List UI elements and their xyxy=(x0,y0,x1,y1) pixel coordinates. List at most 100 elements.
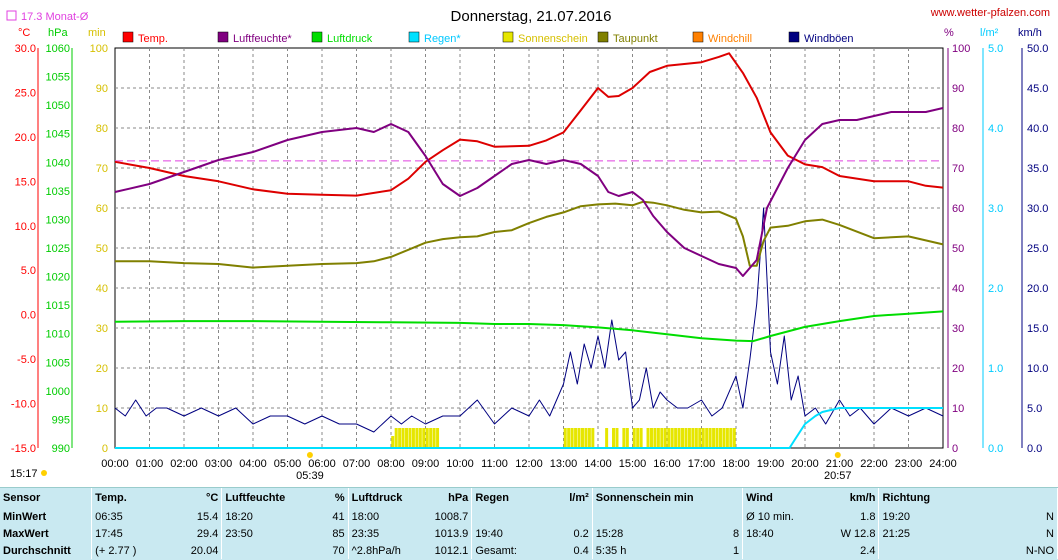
rain-tick: 1.0 xyxy=(988,363,1003,375)
x-tick: 04:00 xyxy=(239,458,267,470)
legend-label: Regen* xyxy=(424,33,461,45)
x-tick: 06:00 xyxy=(308,458,336,470)
humidity-tick: 30 xyxy=(952,323,964,335)
x-tick: 12:00 xyxy=(515,458,543,470)
sunshine-bar xyxy=(646,428,650,448)
rain-tick: 5.0 xyxy=(988,43,1003,55)
legend-label: Luftdruck xyxy=(327,33,373,45)
sunshine-bar xyxy=(587,428,591,448)
header-unit: % xyxy=(305,488,349,508)
sunshine-bar xyxy=(432,428,436,448)
cell-note xyxy=(743,542,821,559)
header-unit: °C xyxy=(164,488,223,508)
cell-value: 1012.1 xyxy=(421,542,473,559)
cell-value: N xyxy=(960,525,1058,542)
series-line-taupunkt xyxy=(115,200,944,269)
sunshine-bar xyxy=(391,436,395,448)
header-cell: Richtung xyxy=(882,492,931,504)
cell-note xyxy=(592,508,696,525)
sunshine-bar xyxy=(684,428,688,448)
sunset-time: 20:57 xyxy=(824,470,852,482)
current-time-marker xyxy=(41,470,47,476)
table-row: MinWert 06:35 15.4 18:20 41 18:00 1008.7 Ø 10 m… xyxy=(0,508,1058,525)
pressure-tick: 1020 xyxy=(46,272,70,284)
legend-swatch xyxy=(502,31,514,43)
legend-swatch xyxy=(597,31,609,43)
sun-tick: 20 xyxy=(96,363,108,375)
temp-tick: 20.0 xyxy=(15,132,36,144)
cell-note: 18:20 xyxy=(225,510,253,523)
sunshine-bar xyxy=(632,428,636,448)
sunshine-bar xyxy=(436,428,440,448)
temp-tick: -15.0 xyxy=(11,443,36,455)
sunshine-bar xyxy=(574,428,578,448)
humidity-tick: 10 xyxy=(952,403,964,415)
legend-swatch xyxy=(788,31,800,43)
legend-label: Temp. xyxy=(138,33,168,45)
sunshine-bar xyxy=(415,428,419,448)
header-unit xyxy=(696,488,744,508)
cell-note: 23:35 xyxy=(351,527,380,540)
pressure-tick: 1000 xyxy=(46,386,70,398)
cell-value: 29.4 xyxy=(164,525,223,542)
sunshine-bar xyxy=(663,428,667,448)
sun-tick: 10 xyxy=(96,403,108,415)
sunshine-bar xyxy=(677,428,681,448)
legend-label: Luftfeuchte* xyxy=(233,33,292,45)
sunshine-bar xyxy=(691,428,695,448)
sunset-marker xyxy=(834,452,841,458)
wind-tick: 20.0 xyxy=(1027,283,1048,295)
pressure-tick: 1010 xyxy=(46,329,70,341)
sunshine-bar xyxy=(674,428,678,448)
series-line-luftdruck xyxy=(114,310,944,343)
cell-note: 23:50 xyxy=(225,527,253,540)
sunshine-bar xyxy=(653,428,657,448)
x-tick: 11:00 xyxy=(481,458,508,470)
rain-tick: 4.0 xyxy=(988,123,1003,135)
sunshine-bar xyxy=(398,428,402,448)
cell-value: N-NO xyxy=(960,542,1058,559)
cell-note xyxy=(222,542,306,559)
sunshine-bar xyxy=(401,428,405,448)
sunshine-bar xyxy=(408,428,412,448)
legend-swatch xyxy=(311,31,323,43)
cell-value: 41 xyxy=(305,508,349,525)
pressure-tick: 1045 xyxy=(46,129,70,141)
header-unit: hPa xyxy=(421,488,473,508)
cell-value: W 12.8 xyxy=(820,525,880,542)
sunshine-bar xyxy=(660,428,664,448)
sunshine-bar xyxy=(722,428,726,448)
series-lines xyxy=(114,52,944,449)
sunshine-bar xyxy=(622,428,626,448)
sun-tick: 90 xyxy=(96,83,108,95)
temp-unit: °C xyxy=(18,27,30,39)
sunshine-bar xyxy=(612,428,616,448)
header-unit: l/m² xyxy=(544,488,593,508)
sunshine-bar xyxy=(625,428,629,448)
wind-tick: 50.0 xyxy=(1027,43,1048,55)
sun-tick: 50 xyxy=(96,243,108,255)
series-line-temp xyxy=(114,52,944,197)
temp-tick: 30.0 xyxy=(15,43,36,55)
header-cell: Temp. xyxy=(95,492,127,504)
sun-tick: 80 xyxy=(96,123,108,135)
legend-swatch xyxy=(122,31,134,43)
legend-swatch xyxy=(408,31,420,43)
header-cell: Regen xyxy=(475,492,509,504)
x-tick: 20:00 xyxy=(791,458,819,470)
pressure-tick: 1015 xyxy=(46,300,70,312)
sunshine-bar xyxy=(605,428,609,448)
table-row: MaxWert 17:45 29.4 23:50 85 23:35 1013.9 19:40 0… xyxy=(0,525,1058,542)
sunshine-bars xyxy=(391,428,736,448)
sunshine-bar xyxy=(725,428,729,448)
wind-tick: 15.0 xyxy=(1027,323,1048,335)
sun-unit: min xyxy=(88,27,106,39)
cell-value: 0.4 xyxy=(544,542,593,559)
cell-note: 19:20 xyxy=(882,510,910,523)
sun-tick: 40 xyxy=(96,283,108,295)
header-unit: km/h xyxy=(820,488,880,508)
legend-label: Windböen xyxy=(804,33,854,45)
wind-tick: 25.0 xyxy=(1027,243,1048,255)
humidity-tick: 0 xyxy=(952,443,958,455)
temp-tick: 15.0 xyxy=(15,176,36,188)
